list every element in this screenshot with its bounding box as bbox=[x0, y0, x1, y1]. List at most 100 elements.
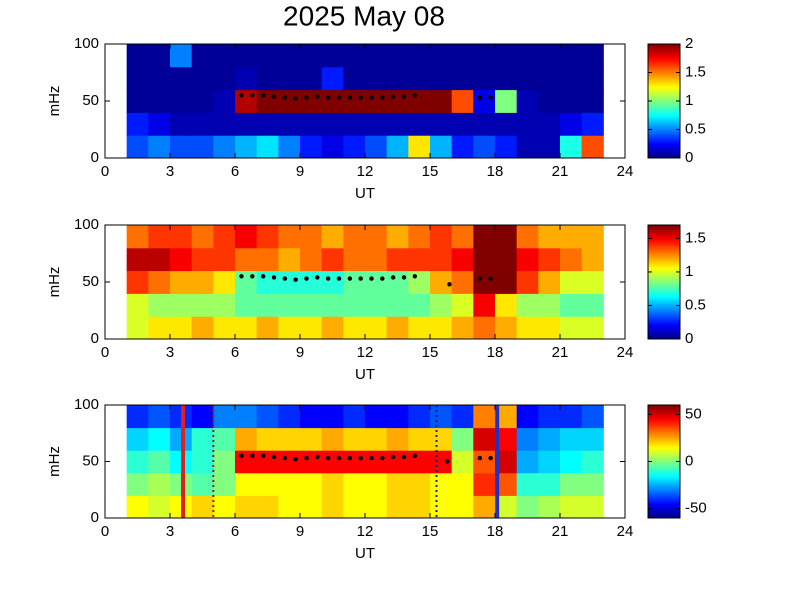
heatmap-cell bbox=[365, 472, 388, 496]
peak-marker bbox=[282, 455, 288, 461]
colorbar-step bbox=[648, 410, 680, 413]
peak-marker bbox=[447, 282, 452, 287]
colorbar-step bbox=[648, 417, 680, 420]
peak-marker bbox=[347, 276, 353, 281]
heatmap-cell bbox=[235, 450, 258, 474]
colorbar-step bbox=[648, 246, 680, 249]
heatmap-cell bbox=[560, 89, 583, 113]
colorbar-step bbox=[648, 226, 680, 230]
peak-marker bbox=[477, 95, 483, 100]
heatmap-cell bbox=[343, 293, 366, 317]
y-tick-label: 50 bbox=[82, 273, 99, 290]
heatmap-cell bbox=[408, 112, 431, 136]
peak-marker bbox=[250, 93, 255, 98]
colorbar-step bbox=[648, 241, 680, 244]
colorbar-step bbox=[648, 93, 680, 97]
heatmap-cell bbox=[560, 427, 583, 451]
heatmap-cell bbox=[170, 247, 193, 272]
heatmap-cell bbox=[235, 270, 258, 294]
heatmap-cell bbox=[386, 247, 409, 272]
figure-title: 2025 May 08 bbox=[283, 0, 445, 31]
heatmap-cell bbox=[343, 66, 366, 91]
heatmap-cell bbox=[300, 112, 323, 136]
colorbar-step bbox=[648, 487, 680, 491]
heatmap-cell bbox=[213, 112, 236, 136]
heatmap-cell bbox=[148, 270, 171, 294]
colorbar-tick-label: 2 bbox=[685, 35, 693, 52]
heatmap-cell bbox=[191, 316, 214, 340]
heatmap-cell bbox=[213, 225, 236, 249]
colorbar-step bbox=[648, 253, 680, 256]
heatmap-cell bbox=[538, 495, 561, 519]
colorbar-step bbox=[648, 512, 680, 515]
heatmap-cell bbox=[278, 270, 301, 294]
heatmap-cell bbox=[126, 66, 149, 91]
colorbar-step bbox=[648, 260, 680, 263]
heatmap-cell bbox=[408, 450, 431, 474]
colorbar-tick-label: 0.5 bbox=[685, 120, 706, 137]
heatmap-cell bbox=[213, 472, 236, 496]
colorbar-step bbox=[648, 152, 680, 155]
heatmap-cell bbox=[343, 89, 366, 113]
heatmap-cell bbox=[581, 135, 604, 159]
heatmap-cell bbox=[235, 316, 258, 340]
colorbar-step bbox=[648, 262, 680, 265]
heatmap-cell bbox=[148, 112, 171, 136]
colorbar-step bbox=[648, 86, 680, 90]
heatmap-cell bbox=[408, 66, 431, 91]
colorbar-step bbox=[648, 502, 680, 505]
heatmap-cell bbox=[148, 44, 171, 68]
heatmap-cell bbox=[386, 405, 409, 429]
heatmap-cell bbox=[235, 427, 258, 451]
heatmap-cell bbox=[451, 495, 474, 519]
heatmap-cell bbox=[148, 495, 171, 519]
heatmap-cell bbox=[538, 112, 561, 136]
heatmap-cell bbox=[343, 427, 366, 451]
heatmap-cell bbox=[581, 247, 604, 272]
peak-marker bbox=[260, 274, 266, 279]
x-tick-label: 9 bbox=[296, 163, 304, 180]
colorbar-step bbox=[648, 315, 680, 319]
heatmap-cell bbox=[365, 293, 388, 317]
heatmap-cell bbox=[191, 112, 214, 136]
colorbar-step bbox=[648, 317, 680, 320]
heatmap-cell bbox=[430, 270, 453, 294]
heatmap-cell bbox=[256, 66, 279, 91]
heatmap-cell bbox=[126, 293, 149, 317]
heatmap-cell bbox=[300, 427, 323, 451]
heatmap-cell bbox=[408, 135, 431, 159]
heatmap-cell bbox=[581, 89, 604, 113]
heatmap-cell bbox=[516, 89, 539, 113]
heatmap-cell bbox=[126, 316, 149, 340]
colorbar-step bbox=[648, 150, 680, 154]
colorbar-step bbox=[648, 335, 680, 338]
heatmap-cell bbox=[235, 495, 258, 519]
colorbar-step bbox=[648, 156, 680, 159]
heatmap-cell bbox=[300, 293, 323, 317]
heatmap-cell bbox=[321, 44, 344, 68]
heatmap-cell bbox=[213, 247, 236, 272]
colorbar-step bbox=[648, 454, 680, 457]
colorbar-step bbox=[648, 271, 680, 274]
heatmap-cell bbox=[321, 450, 344, 474]
colorbar-step bbox=[648, 326, 680, 329]
heatmap-cell bbox=[473, 135, 496, 159]
colorbar-step bbox=[648, 113, 680, 116]
heatmap-cell bbox=[365, 66, 388, 91]
colorbar-step bbox=[648, 507, 680, 510]
colorbar-step bbox=[648, 465, 680, 468]
heatmap-cell bbox=[516, 112, 539, 136]
colorbar-step bbox=[648, 321, 680, 324]
heatmap-cell bbox=[473, 293, 496, 317]
colorbar-step bbox=[648, 145, 680, 148]
heatmap-cell bbox=[581, 270, 604, 294]
colorbar-step bbox=[648, 290, 680, 294]
heatmap-cell bbox=[386, 450, 409, 474]
heatmap-cell bbox=[386, 44, 409, 68]
peak-marker bbox=[445, 459, 450, 464]
colorbar-step bbox=[648, 477, 680, 480]
x-tick-label: 9 bbox=[296, 523, 304, 540]
heatmap-cell bbox=[191, 135, 214, 159]
heatmap-cell bbox=[560, 112, 583, 136]
